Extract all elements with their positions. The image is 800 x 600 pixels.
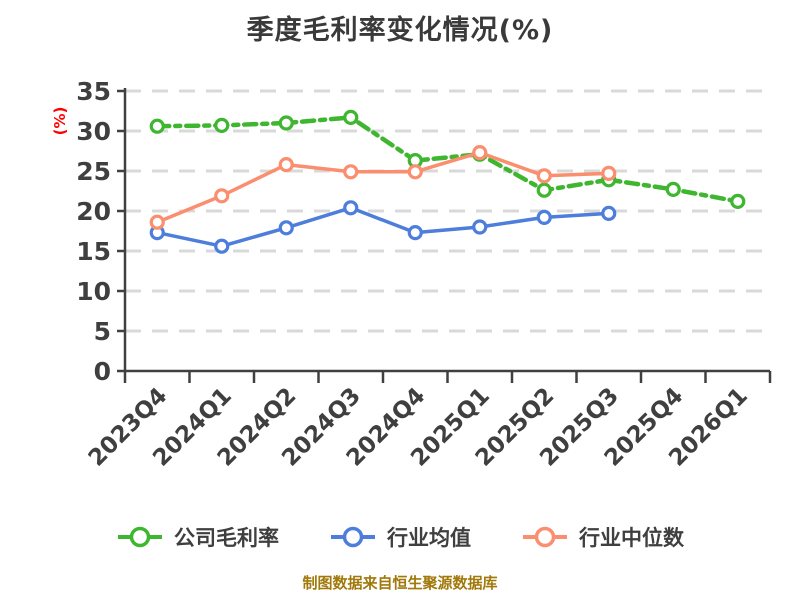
- series-line-1: [149, 200, 617, 254]
- x-ticks: [123, 371, 772, 383]
- y-tick-label: 5: [94, 317, 111, 346]
- data-point-marker: [149, 118, 165, 134]
- y-tick-label: 35: [76, 77, 111, 106]
- legend-item-1: 行业均值: [329, 522, 471, 552]
- legend-label: 行业均值: [387, 526, 471, 550]
- data-point-marker: [472, 145, 488, 161]
- data-source-note: 制图数据来自恒生聚源数据库: [302, 574, 498, 592]
- series-line-2: [149, 145, 617, 230]
- y-tick-label: 10: [76, 277, 111, 306]
- series-line-0: [149, 109, 746, 209]
- data-point-marker: [601, 205, 617, 221]
- y-tick-label: 0: [94, 357, 111, 386]
- data-point-marker: [601, 165, 617, 181]
- data-point-marker: [472, 219, 488, 235]
- y-tick-label: 15: [76, 237, 111, 266]
- legend-marker-icon: [331, 526, 375, 548]
- chart-title: 季度毛利率变化情况(%): [246, 15, 554, 46]
- legend-item-2: 行业中位数: [521, 522, 684, 552]
- data-point-marker: [407, 225, 423, 241]
- data-point-marker: [343, 164, 359, 180]
- data-point-marker: [278, 157, 294, 173]
- legend-marker-icon: [523, 526, 567, 548]
- legend-label: 公司毛利率: [174, 526, 279, 550]
- data-point-marker: [536, 209, 552, 225]
- chart-legend: 公司毛利率 行业均值 行业中位数: [0, 516, 800, 558]
- y-tick-label: 20: [76, 197, 111, 226]
- data-point-marker: [149, 214, 165, 230]
- y-tick-label: 25: [76, 157, 111, 186]
- data-point-marker: [343, 200, 359, 216]
- data-point-marker: [536, 182, 552, 198]
- legend-item-0: 公司毛利率: [116, 522, 279, 552]
- data-point-marker: [536, 168, 552, 184]
- x-tick-labels: 2023Q42024Q12024Q22024Q32024Q42025Q12025…: [84, 383, 753, 472]
- data-point-marker: [278, 220, 294, 236]
- legend-marker-icon: [118, 526, 162, 548]
- data-point-marker: [665, 181, 681, 197]
- y-tick-label: 30: [76, 117, 111, 146]
- data-point-marker: [343, 109, 359, 126]
- data-point-marker: [730, 193, 746, 209]
- y-tick-labels: 0 5 10 15 20 25 30 35: [76, 77, 125, 386]
- data-point-marker: [407, 164, 423, 180]
- data-point-marker: [278, 115, 294, 131]
- legend-label: 行业中位数: [579, 526, 684, 550]
- data-point-marker: [214, 188, 230, 204]
- data-point-marker: [214, 117, 230, 134]
- data-point-marker: [214, 238, 230, 254]
